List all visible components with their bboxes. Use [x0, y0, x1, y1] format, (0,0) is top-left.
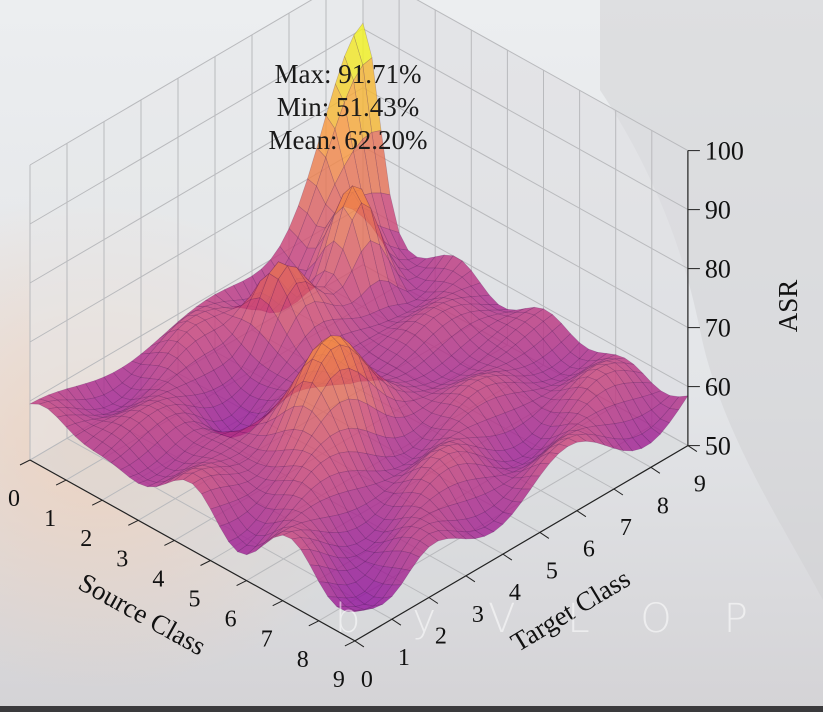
z-tick-label: 80 [705, 255, 731, 284]
x-tick-mark [55, 479, 67, 486]
z-tick-label: 50 [705, 432, 731, 461]
x-tick-mark [128, 519, 139, 526]
y-tick-mark [650, 466, 661, 474]
x-tick-mark [19, 459, 31, 466]
y-tick-mark [391, 618, 402, 626]
z-axis-label: ASR [773, 280, 803, 333]
y-tick-mark [576, 510, 587, 518]
surface-patch [613, 438, 634, 452]
surface-patch [530, 463, 550, 477]
y-tick-label: 5 [546, 558, 558, 584]
y-tick-mark [465, 575, 476, 583]
x-tick-label: 1 [44, 506, 56, 532]
x-tick-mark [200, 560, 211, 566]
z-tick-label: 60 [705, 373, 731, 402]
z-tick-label: 70 [705, 314, 731, 343]
x-tick-mark [344, 640, 356, 647]
x-tick-mark [308, 620, 320, 627]
y-tick-mark [539, 531, 550, 539]
y-tick-mark [354, 640, 365, 648]
y-tick-label: 4 [509, 580, 521, 606]
x-tick-mark [91, 499, 103, 506]
surface-patch [465, 530, 486, 539]
surface-patch [355, 608, 374, 611]
surface-patch [511, 488, 532, 503]
y-tick-label: 3 [472, 602, 484, 628]
surface-patch [410, 540, 430, 558]
y-tick-label: 7 [620, 515, 632, 541]
stat-min: Min: 51.43% [276, 92, 420, 122]
x-tick-mark [236, 580, 247, 587]
surface-patch [446, 530, 467, 540]
y-tick-mark [502, 553, 513, 561]
watermark-text: byVLOP [335, 596, 800, 642]
surface-patch [345, 609, 365, 613]
y-tick-label: 6 [583, 537, 595, 563]
y-tick-label: 1 [398, 645, 410, 671]
surface-patch [484, 520, 504, 533]
z-tick-label: 90 [705, 196, 731, 225]
z-tick-label: 100 [705, 137, 744, 166]
surface-patch [372, 596, 393, 607]
stat-max: Max: 91.71% [274, 59, 422, 89]
surface-patch [548, 443, 569, 455]
y-axis-line [354, 445, 689, 642]
right-pane [363, 0, 688, 446]
x-tick-label: 2 [80, 526, 92, 552]
surface-patch [521, 475, 541, 490]
left-pane [30, 0, 363, 460]
stats-annotation: Max: 91.71% Min: 51.43% Mean: 62.20% [258, 58, 438, 157]
z-grid-line [29, 0, 689, 166]
bottom-bar [0, 706, 823, 712]
surface-patch [576, 433, 597, 443]
x-tick-label: 4 [152, 566, 164, 592]
stat-mean: Mean: 62.20% [268, 125, 428, 155]
surface-patch [502, 500, 522, 515]
x-tick-label: 5 [189, 587, 201, 613]
y-tick-label: 9 [694, 472, 706, 498]
x-tick-label: 8 [297, 647, 309, 673]
y-tick-mark [428, 597, 439, 604]
y-tick-mark [613, 488, 624, 496]
x-tick-mark [164, 539, 175, 546]
surface-patch [391, 568, 411, 586]
surface-patch [632, 433, 652, 449]
surface-patch [641, 427, 661, 444]
x-tick-mark [272, 600, 283, 607]
x-tick-label: 9 [333, 667, 345, 693]
y-tick-mark [687, 445, 698, 453]
x-axis-label: Source Class [74, 567, 211, 661]
surface-plot [28, 22, 689, 613]
surface-patch [650, 418, 670, 435]
x-tick-label: 3 [116, 546, 128, 572]
y-tick-label: 8 [657, 493, 669, 519]
surface-patch [594, 434, 615, 449]
y-tick-label: 2 [435, 624, 447, 650]
x-tick-label: 7 [261, 627, 273, 653]
surface-patch [428, 530, 449, 542]
x-tick-label: 0 [8, 486, 20, 512]
x-axis-line [29, 459, 356, 642]
x-tick-label: 6 [225, 607, 237, 633]
y-tick-label: 0 [361, 667, 373, 693]
